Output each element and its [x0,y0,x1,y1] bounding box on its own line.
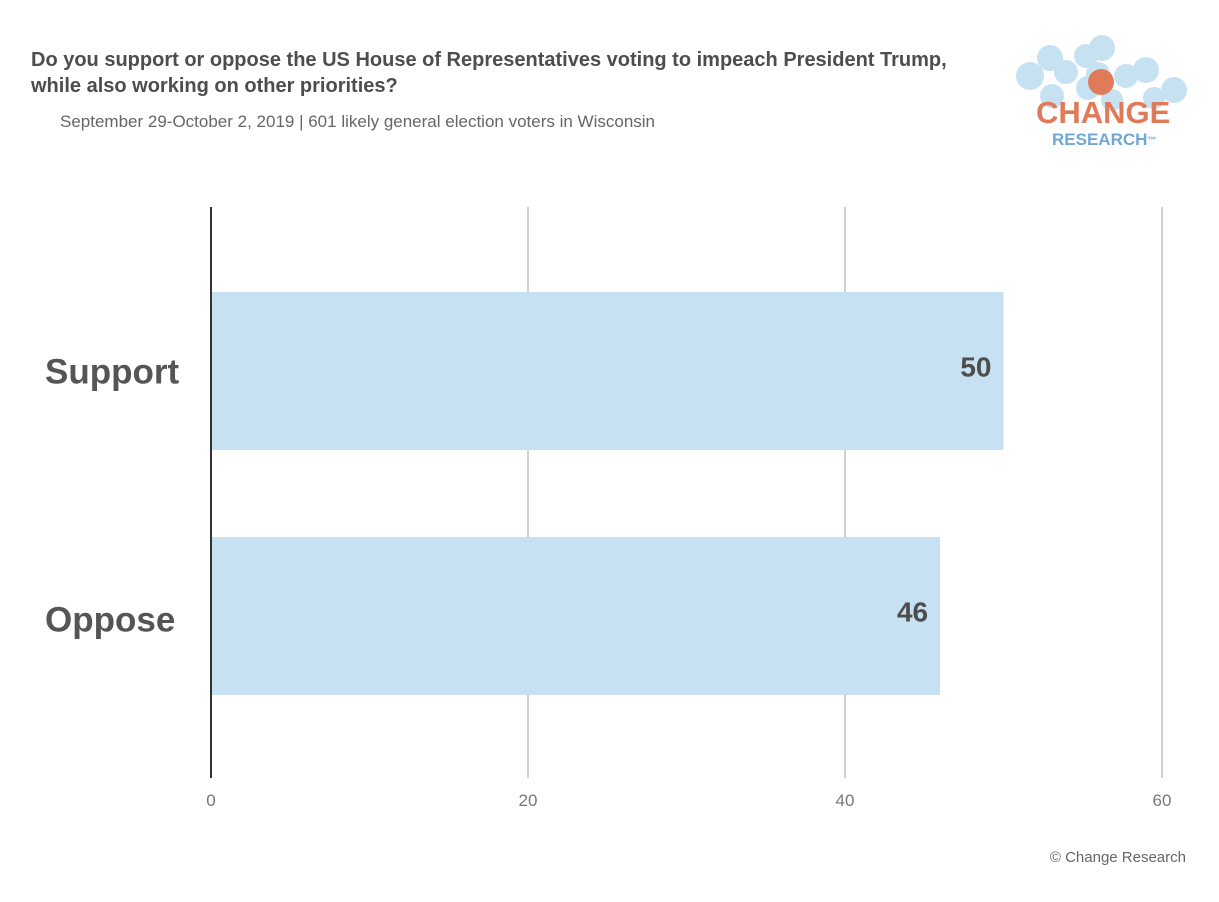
logo-text-research: RESEARCH™ [1052,131,1156,149]
x-tick-label-20: 20 [519,791,538,810]
x-tick-label-0: 0 [206,791,215,810]
bar-support [211,292,1004,450]
logo-text-change: CHANGE [1036,95,1171,130]
chart-subtitle: September 29-October 2, 2019 | 601 likel… [60,112,656,131]
chart-title: Do you support or oppose the US House of… [31,49,947,97]
category-label-support: Support [45,352,179,391]
x-tick-label-60: 60 [1153,791,1172,810]
x-tick-label-40: 40 [836,791,855,810]
data-label-support: 50 [960,351,991,382]
logo-trademark: ™ [1147,135,1157,145]
category-label-oppose: Oppose [45,600,175,639]
logo-text-research-word: RESEARCH [1052,130,1148,149]
bar-oppose [211,537,941,695]
copyright-text: © Change Research [1049,849,1186,866]
change-research-logo-icon [1016,35,1187,111]
data-label-oppose: 46 [897,596,928,627]
